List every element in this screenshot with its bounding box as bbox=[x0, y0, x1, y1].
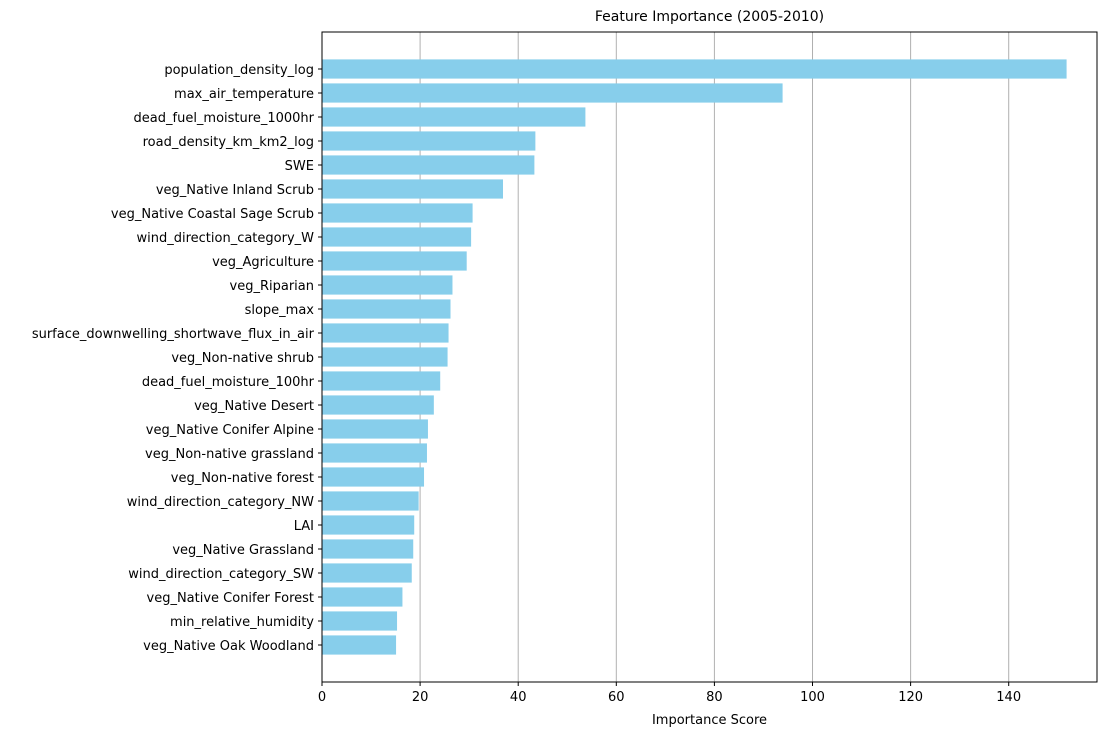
x-tick-label: 40 bbox=[510, 690, 527, 705]
bar bbox=[322, 107, 586, 127]
bar bbox=[322, 275, 453, 295]
x-tick-label: 140 bbox=[996, 690, 1021, 705]
bar bbox=[322, 587, 403, 607]
bar bbox=[322, 491, 419, 511]
bar bbox=[322, 395, 434, 415]
y-tick-label: veg_Native Coastal Sage Scrub bbox=[111, 207, 314, 222]
bar bbox=[322, 227, 472, 247]
bar bbox=[322, 251, 467, 271]
y-tick-label: population_density_log bbox=[164, 63, 314, 78]
bar bbox=[322, 515, 415, 535]
x-axis-label: Importance Score bbox=[652, 713, 767, 728]
bar bbox=[322, 323, 449, 343]
y-tick-label: veg_Agriculture bbox=[212, 255, 314, 270]
y-tick-label: veg_Native Conifer Forest bbox=[147, 591, 315, 606]
plot-frame bbox=[321, 31, 1098, 683]
bar bbox=[322, 539, 414, 559]
bar bbox=[322, 179, 503, 199]
bar bbox=[322, 419, 428, 439]
bar bbox=[322, 83, 783, 103]
chart-title: Feature Importance (2005-2010) bbox=[595, 9, 824, 25]
x-tick-label: 100 bbox=[800, 690, 825, 705]
y-tick-label: veg_Native Conifer Alpine bbox=[146, 423, 314, 438]
y-tick-labels: population_density_log max_air_temperatur… bbox=[32, 63, 322, 654]
bar-layer bbox=[322, 59, 1067, 655]
y-tick-label: dead_fuel_moisture_100hr bbox=[142, 375, 315, 390]
bar bbox=[322, 635, 397, 655]
bar bbox=[322, 203, 473, 223]
bar bbox=[322, 443, 427, 463]
y-tick-label: veg_Riparian bbox=[230, 279, 314, 294]
y-tick-label: surface_downwelling_shortwave_flux_in_ai… bbox=[32, 327, 315, 342]
y-tick-label: wind_direction_category_W bbox=[136, 231, 314, 246]
bar bbox=[322, 155, 535, 175]
bar bbox=[322, 347, 448, 367]
y-tick-label: dead_fuel_moisture_1000hr bbox=[134, 111, 315, 126]
x-ticks: 0 20 40 60 80 100 120 140 bbox=[318, 682, 1021, 705]
bar bbox=[322, 611, 398, 631]
x-tick-label: 20 bbox=[412, 690, 429, 705]
grid-layer bbox=[419, 32, 1010, 682]
y-tick-label: veg_Native Oak Woodland bbox=[143, 639, 314, 654]
bar bbox=[322, 59, 1067, 79]
x-tick-label: 60 bbox=[608, 690, 625, 705]
y-tick-label: wind_direction_category_SW bbox=[128, 567, 314, 582]
x-tick-label: 80 bbox=[706, 690, 723, 705]
x-tick-label: 120 bbox=[898, 690, 923, 705]
y-tick-label: SWE bbox=[285, 159, 314, 174]
bar bbox=[322, 467, 425, 487]
bar bbox=[322, 299, 451, 319]
y-tick-label: LAI bbox=[294, 519, 314, 534]
x-tick-label: 0 bbox=[318, 690, 326, 705]
y-tick-label: veg_Native Grassland bbox=[172, 543, 314, 558]
bar bbox=[322, 371, 441, 391]
y-tick-label: slope_max bbox=[245, 303, 315, 318]
y-tick-label: wind_direction_category_NW bbox=[127, 495, 314, 510]
y-tick-label: veg_Non-native forest bbox=[171, 471, 314, 486]
bar bbox=[322, 563, 412, 583]
y-tick-label: veg_Non-native grassland bbox=[145, 447, 314, 462]
y-tick-label: veg_Non-native shrub bbox=[171, 351, 314, 366]
y-tick-label: veg_Native Desert bbox=[194, 399, 314, 414]
y-tick-label: road_density_km_km2_log bbox=[143, 135, 314, 150]
y-tick-label: min_relative_humidity bbox=[170, 615, 314, 630]
bar bbox=[322, 131, 536, 151]
y-tick-label: max_air_temperature bbox=[174, 87, 314, 102]
y-tick-label: veg_Native Inland Scrub bbox=[156, 183, 314, 198]
